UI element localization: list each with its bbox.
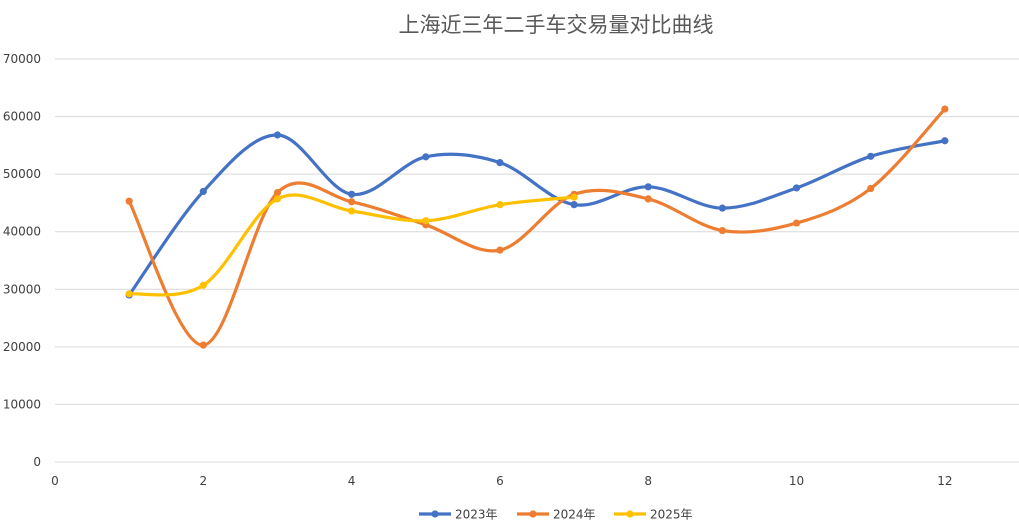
data-point — [125, 197, 133, 205]
data-point — [644, 183, 652, 191]
data-point — [348, 198, 356, 206]
legend-item: 2025年 — [614, 508, 693, 522]
data-point — [718, 226, 726, 235]
x-tick-label: 0 — [51, 474, 59, 488]
data-point — [125, 290, 133, 298]
data-point — [496, 159, 504, 167]
legend-label: 2024年 — [553, 508, 596, 522]
gridlines — [55, 58, 1019, 463]
y-tick-label: 60000 — [3, 110, 41, 124]
chart-title: 上海近三年二手车交易量对比曲线 — [399, 13, 714, 37]
data-point — [273, 195, 282, 203]
y-tick-label: 40000 — [3, 225, 41, 239]
data-point — [273, 131, 282, 139]
data-point — [718, 204, 726, 212]
x-tick-label: 12 — [937, 474, 952, 488]
data-point — [422, 153, 430, 161]
data-point — [199, 281, 207, 289]
y-tick-label: 30000 — [3, 282, 41, 296]
x-tick-label: 10 — [789, 474, 804, 488]
y-tick-label: 50000 — [3, 167, 41, 181]
legend: 2023年 2024年 2025年 — [419, 508, 693, 522]
legend-swatch-marker — [529, 510, 537, 518]
data-point — [941, 105, 949, 113]
legend-label: 2025年 — [650, 508, 693, 522]
y-axis-tick-labels: 0 10000 20000 30000 40000 50000 60000 70000 — [3, 52, 41, 469]
series-line-2024年 — [127, 107, 947, 347]
data-point — [199, 187, 207, 196]
data-point — [941, 137, 949, 145]
data-point — [496, 201, 504, 209]
legend-item: 2024年 — [517, 508, 596, 522]
legend-swatch-marker — [431, 510, 439, 518]
data-point — [570, 201, 578, 209]
y-tick-label: 70000 — [3, 52, 41, 66]
data-point — [792, 219, 801, 227]
data-point — [570, 193, 578, 201]
data-point — [644, 195, 652, 203]
data-point — [348, 207, 356, 215]
series-points — [125, 105, 949, 349]
y-tick-label: 0 — [33, 455, 41, 469]
y-tick-label: 10000 — [3, 397, 41, 411]
data-point — [867, 184, 875, 193]
data-point — [422, 217, 430, 225]
legend-item: 2023年 — [419, 508, 498, 522]
x-axis-tick-labels: 0 2 4 6 8 10 12 — [51, 474, 952, 488]
y-tick-label: 20000 — [3, 340, 41, 354]
data-point — [273, 188, 282, 197]
x-tick-label: 6 — [496, 474, 504, 488]
data-point — [348, 190, 356, 198]
legend-label: 2023年 — [455, 508, 498, 522]
x-tick-label: 2 — [199, 474, 207, 488]
data-point — [496, 246, 504, 254]
data-point — [792, 184, 801, 192]
data-point — [867, 152, 875, 160]
series-lines — [127, 107, 947, 347]
data-point — [199, 341, 207, 349]
legend-swatch-marker — [626, 510, 634, 518]
x-tick-label: 8 — [644, 474, 652, 488]
x-tick-label: 4 — [348, 474, 356, 488]
